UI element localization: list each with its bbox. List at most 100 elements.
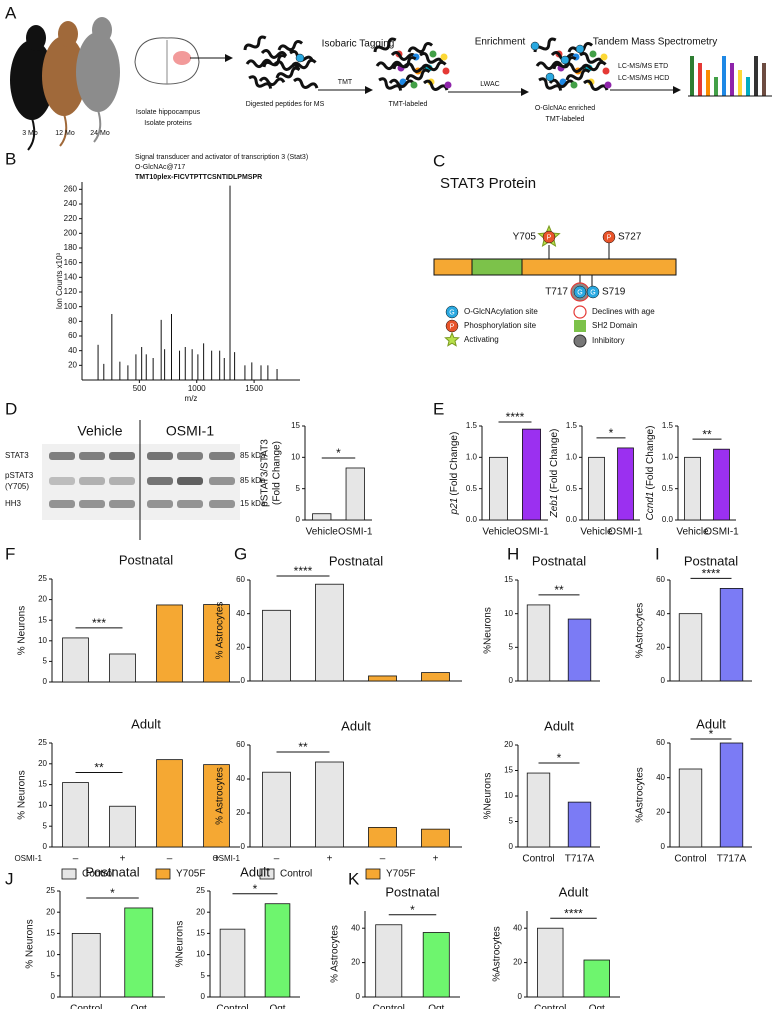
bar — [375, 924, 403, 998]
site-icon-letter: P — [607, 234, 612, 241]
bar — [368, 675, 397, 682]
peptide — [258, 76, 286, 87]
bar — [583, 959, 610, 998]
y-axis-label: % Neurons — [17, 606, 28, 655]
legend-text: O-GlcNAcylation site — [464, 307, 538, 316]
spectrum-icon-bar — [714, 77, 718, 96]
peptide — [405, 68, 431, 81]
stage-title: Enrichment — [475, 37, 526, 48]
bar — [713, 448, 730, 521]
bar — [109, 805, 136, 848]
y-tick-label: 5 — [509, 642, 514, 651]
band — [209, 452, 235, 460]
y-tick-label: 220 — [64, 214, 78, 223]
band — [79, 477, 105, 485]
y-tick-label: 0 — [661, 842, 666, 851]
unit: (Fold Change) — [645, 426, 656, 490]
bar — [719, 588, 744, 682]
panel-label: F — [5, 544, 15, 563]
site-icon-letter: G — [590, 289, 595, 296]
bar — [124, 907, 154, 998]
x-tick-label: Ogt — [269, 1004, 285, 1009]
chart-title: Postnatal — [684, 553, 738, 568]
peptide — [548, 78, 576, 89]
peptide — [419, 51, 444, 65]
label: (Y705) — [5, 482, 29, 491]
y-tick-label: 15 — [504, 575, 513, 584]
significance: * — [557, 751, 562, 765]
mouse-tail — [93, 109, 102, 143]
legend-text: Phosphorylation site — [464, 321, 537, 330]
y-tick-label: 120 — [64, 287, 78, 296]
y-tick-label: 15 — [38, 615, 47, 624]
bar — [421, 828, 450, 848]
x-tick-label: Vehicle — [482, 527, 515, 538]
legend-ring — [573, 305, 587, 319]
chart-title: Adult — [341, 718, 371, 733]
y-tick-label: 0 — [509, 676, 514, 685]
legend-text: Declines with age — [592, 307, 655, 316]
site-icon — [586, 285, 600, 299]
y-tick-label: 5 — [296, 484, 301, 493]
label: S719 — [602, 287, 626, 298]
y-axis-label: pSTAT3/STAT3 — [260, 439, 271, 507]
glycan — [560, 55, 570, 65]
y-tick-label: 1.0 — [466, 452, 478, 461]
x-tick-label: + — [433, 854, 439, 865]
chart-title: Adult — [131, 716, 161, 731]
x-tick-label: + — [327, 854, 333, 865]
peptide — [535, 60, 563, 71]
x-tick-label: Control — [373, 1004, 405, 1009]
chart-title: Adult — [544, 718, 574, 733]
x-tick-label: + — [120, 854, 126, 865]
y-tick-label: 60 — [236, 575, 245, 584]
y-tick-label: 5 — [509, 817, 514, 826]
y-tick-label: 25 — [196, 886, 205, 895]
band — [177, 500, 203, 508]
y-tick-label: 0 — [241, 842, 246, 851]
hippocampus — [173, 51, 191, 65]
y-tick-label: 10 — [504, 791, 513, 800]
x-tick-label: – — [73, 854, 79, 865]
bar — [219, 928, 246, 998]
label: O-GlcNAc enriched — [535, 105, 595, 112]
y-tick-label: 0 — [661, 676, 666, 685]
y-tick-label: 20 — [656, 642, 665, 651]
legend-swatch — [155, 868, 171, 880]
y-tick-label: 0.0 — [566, 515, 578, 524]
label: HH3 — [5, 499, 22, 508]
x-tick-label: OSMI-1 — [338, 527, 373, 538]
site-icon-letter: P — [450, 323, 455, 330]
y-tick-label: 0.5 — [566, 484, 578, 493]
legend-text: Activating — [464, 335, 499, 344]
chart-title: Postnatal — [119, 552, 173, 567]
y-tick-label: 20 — [38, 595, 47, 604]
band — [147, 452, 173, 460]
y-tick-label: 160 — [64, 258, 78, 267]
x-tick-label: 1000 — [188, 384, 206, 393]
panel-label: K — [348, 869, 360, 888]
chart-title: Adult — [240, 864, 270, 879]
y-tick-label: 80 — [68, 316, 77, 325]
glycan — [530, 41, 540, 51]
label: Digested peptides for MS — [246, 101, 325, 108]
tag — [442, 67, 450, 75]
label: STAT3 — [5, 451, 29, 460]
legend-swatch — [365, 868, 381, 880]
significance: *** — [92, 616, 106, 630]
y-tick-label: 10 — [46, 950, 55, 959]
peptide — [260, 49, 288, 59]
y-tick-label: 1.5 — [566, 421, 578, 430]
peptide — [565, 68, 591, 81]
significance: * — [336, 446, 341, 460]
significance: * — [609, 426, 614, 440]
label: 15 kDa — [240, 499, 266, 508]
legend-circle — [573, 334, 587, 348]
y-tick-label: 5 — [201, 971, 206, 980]
y-tick-label: 40 — [351, 923, 360, 932]
label: LWAC — [480, 81, 499, 88]
label: Y705 — [513, 232, 537, 243]
y-tick-label: 20 — [196, 907, 205, 916]
panel-label: A — [5, 3, 17, 22]
